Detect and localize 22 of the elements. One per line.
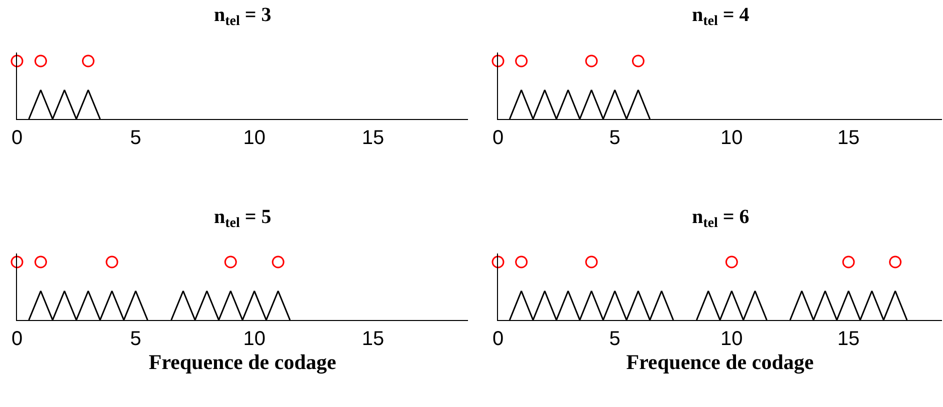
x-tick-label: 5 — [130, 328, 142, 350]
x-tick-label: 0 — [492, 328, 504, 350]
x-tick-label: 0 — [11, 127, 23, 149]
x-tick-label: 5 — [609, 328, 620, 350]
x-tick-label: 10 — [720, 328, 743, 350]
x-axis-title: Frequence de codage — [148, 350, 336, 374]
x-tick-label: 15 — [362, 127, 384, 149]
x-tick-label: 10 — [720, 127, 743, 149]
chart-title: n$_{tel}$ = 4 — [692, 4, 750, 30]
chart-title: n$_{tel}$ = 3 — [214, 4, 272, 30]
chart-title: n$_{tel}$ = 5 — [214, 206, 272, 232]
x-tick-label: 10 — [243, 328, 266, 350]
chart-title: n$_{tel}$ = 6 — [692, 206, 750, 232]
x-tick-label: 15 — [837, 127, 860, 149]
x-tick-label: 0 — [492, 127, 504, 149]
x-tick-label: 10 — [243, 127, 266, 149]
x-tick-label: 5 — [609, 127, 620, 149]
x-tick-label: 5 — [130, 127, 142, 149]
x-tick-label: 15 — [837, 328, 860, 350]
x-tick-label: 0 — [11, 328, 23, 350]
x-tick-label: 15 — [362, 328, 384, 350]
x-axis-title: Frequence de codage — [626, 350, 814, 374]
